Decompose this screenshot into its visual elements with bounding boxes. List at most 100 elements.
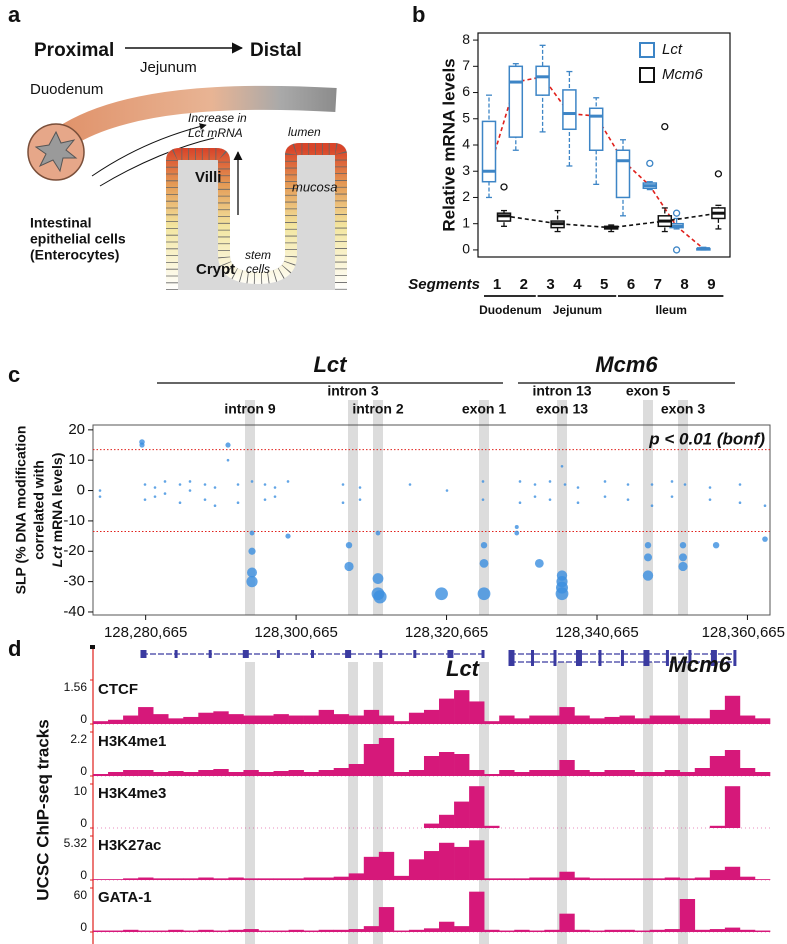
signal-bin	[589, 718, 605, 724]
signal-bin	[589, 772, 605, 776]
region-band	[245, 662, 256, 944]
signal-bin	[108, 719, 124, 724]
signal-bin	[258, 715, 274, 724]
signal-bin	[288, 878, 304, 880]
point	[178, 483, 182, 486]
signal-bin	[664, 877, 681, 880]
label: mucosa	[292, 179, 338, 194]
exon	[575, 650, 582, 658]
region-band	[643, 400, 654, 615]
y-tick-label: 60	[74, 888, 88, 902]
point	[98, 495, 102, 498]
label: stem	[245, 248, 271, 262]
exon	[208, 650, 212, 658]
exon	[553, 658, 557, 666]
exon	[276, 650, 280, 658]
point	[548, 498, 552, 501]
region-band	[678, 662, 689, 944]
x-tick-label: 128,300,665	[254, 624, 337, 641]
point	[603, 480, 607, 483]
signal-bin	[288, 715, 304, 724]
exon	[598, 650, 602, 658]
signal-bin	[408, 712, 425, 724]
point	[708, 486, 712, 489]
marker	[90, 645, 95, 649]
signal-bin	[243, 770, 259, 776]
y-tick-label: 10	[74, 784, 88, 798]
exon	[174, 650, 178, 658]
signal-bin	[724, 750, 741, 776]
signal-bin	[664, 715, 681, 724]
signal-bin	[258, 878, 274, 880]
signal-bin	[183, 716, 199, 724]
point	[188, 489, 192, 492]
signal-bin	[574, 929, 590, 932]
point	[678, 561, 688, 572]
y-tick-label: -40	[63, 603, 85, 620]
exon	[379, 650, 383, 658]
exon	[620, 650, 624, 658]
label: Crypt	[196, 261, 235, 278]
signal-bin	[93, 879, 109, 880]
signal-bin	[694, 877, 711, 880]
y-axis-label: SLP (% DNA modification	[13, 426, 29, 595]
y-tick-label: 2.2	[70, 732, 87, 746]
signal-bin	[439, 921, 455, 932]
signal-bin	[619, 715, 635, 724]
point	[480, 541, 488, 549]
signal-bin	[649, 929, 665, 932]
point	[286, 480, 290, 483]
exon	[620, 658, 624, 666]
label: lumen	[288, 125, 321, 139]
exon	[710, 658, 717, 666]
signal-bin	[408, 929, 425, 932]
signal-bin	[514, 929, 530, 932]
region-label: exon 1	[462, 401, 507, 417]
x-tick-label: 1	[493, 276, 501, 293]
point	[479, 559, 489, 568]
signal-bin	[228, 929, 244, 932]
point	[642, 570, 654, 581]
region-band	[557, 662, 568, 944]
region-label: exon 5	[626, 383, 671, 399]
exon	[710, 650, 717, 658]
point	[626, 498, 630, 501]
signal-bin	[484, 878, 500, 880]
signal-bin	[303, 930, 319, 932]
signal-bin	[108, 879, 124, 880]
signal-bin	[333, 768, 350, 776]
exon	[508, 658, 515, 666]
y-tick-label: 10	[68, 451, 85, 468]
y-axis-label: Lct mRNA levels)	[49, 453, 65, 568]
x-tick-label: 9	[707, 276, 715, 293]
signal-bin	[168, 929, 184, 932]
point	[408, 483, 412, 486]
signal-bin	[724, 786, 741, 828]
exon	[345, 650, 352, 658]
signal-bin	[604, 716, 620, 724]
exon	[733, 658, 737, 666]
signal-bin	[544, 770, 560, 776]
region-band	[557, 400, 568, 615]
signal-bin	[634, 772, 650, 776]
signal-bin	[589, 878, 605, 880]
signal-bin	[183, 930, 199, 932]
signal-bin	[108, 930, 124, 932]
signal-bin	[559, 871, 575, 880]
signal-bin	[559, 707, 575, 724]
y-tick-label: 0	[80, 816, 87, 830]
point	[477, 587, 491, 601]
box	[588, 107, 604, 151]
signal-bin	[514, 878, 530, 880]
y-axis-label: correlated with	[31, 460, 47, 560]
point	[163, 492, 167, 495]
signal-bin	[709, 825, 726, 828]
region-band	[347, 400, 358, 615]
arrow	[99, 137, 215, 187]
signal-bin	[318, 709, 335, 724]
signal-bin	[454, 846, 470, 880]
signal-bin	[303, 772, 319, 776]
signal-bin	[393, 721, 410, 724]
signal-bin	[348, 929, 365, 932]
signal-bin	[619, 878, 635, 880]
